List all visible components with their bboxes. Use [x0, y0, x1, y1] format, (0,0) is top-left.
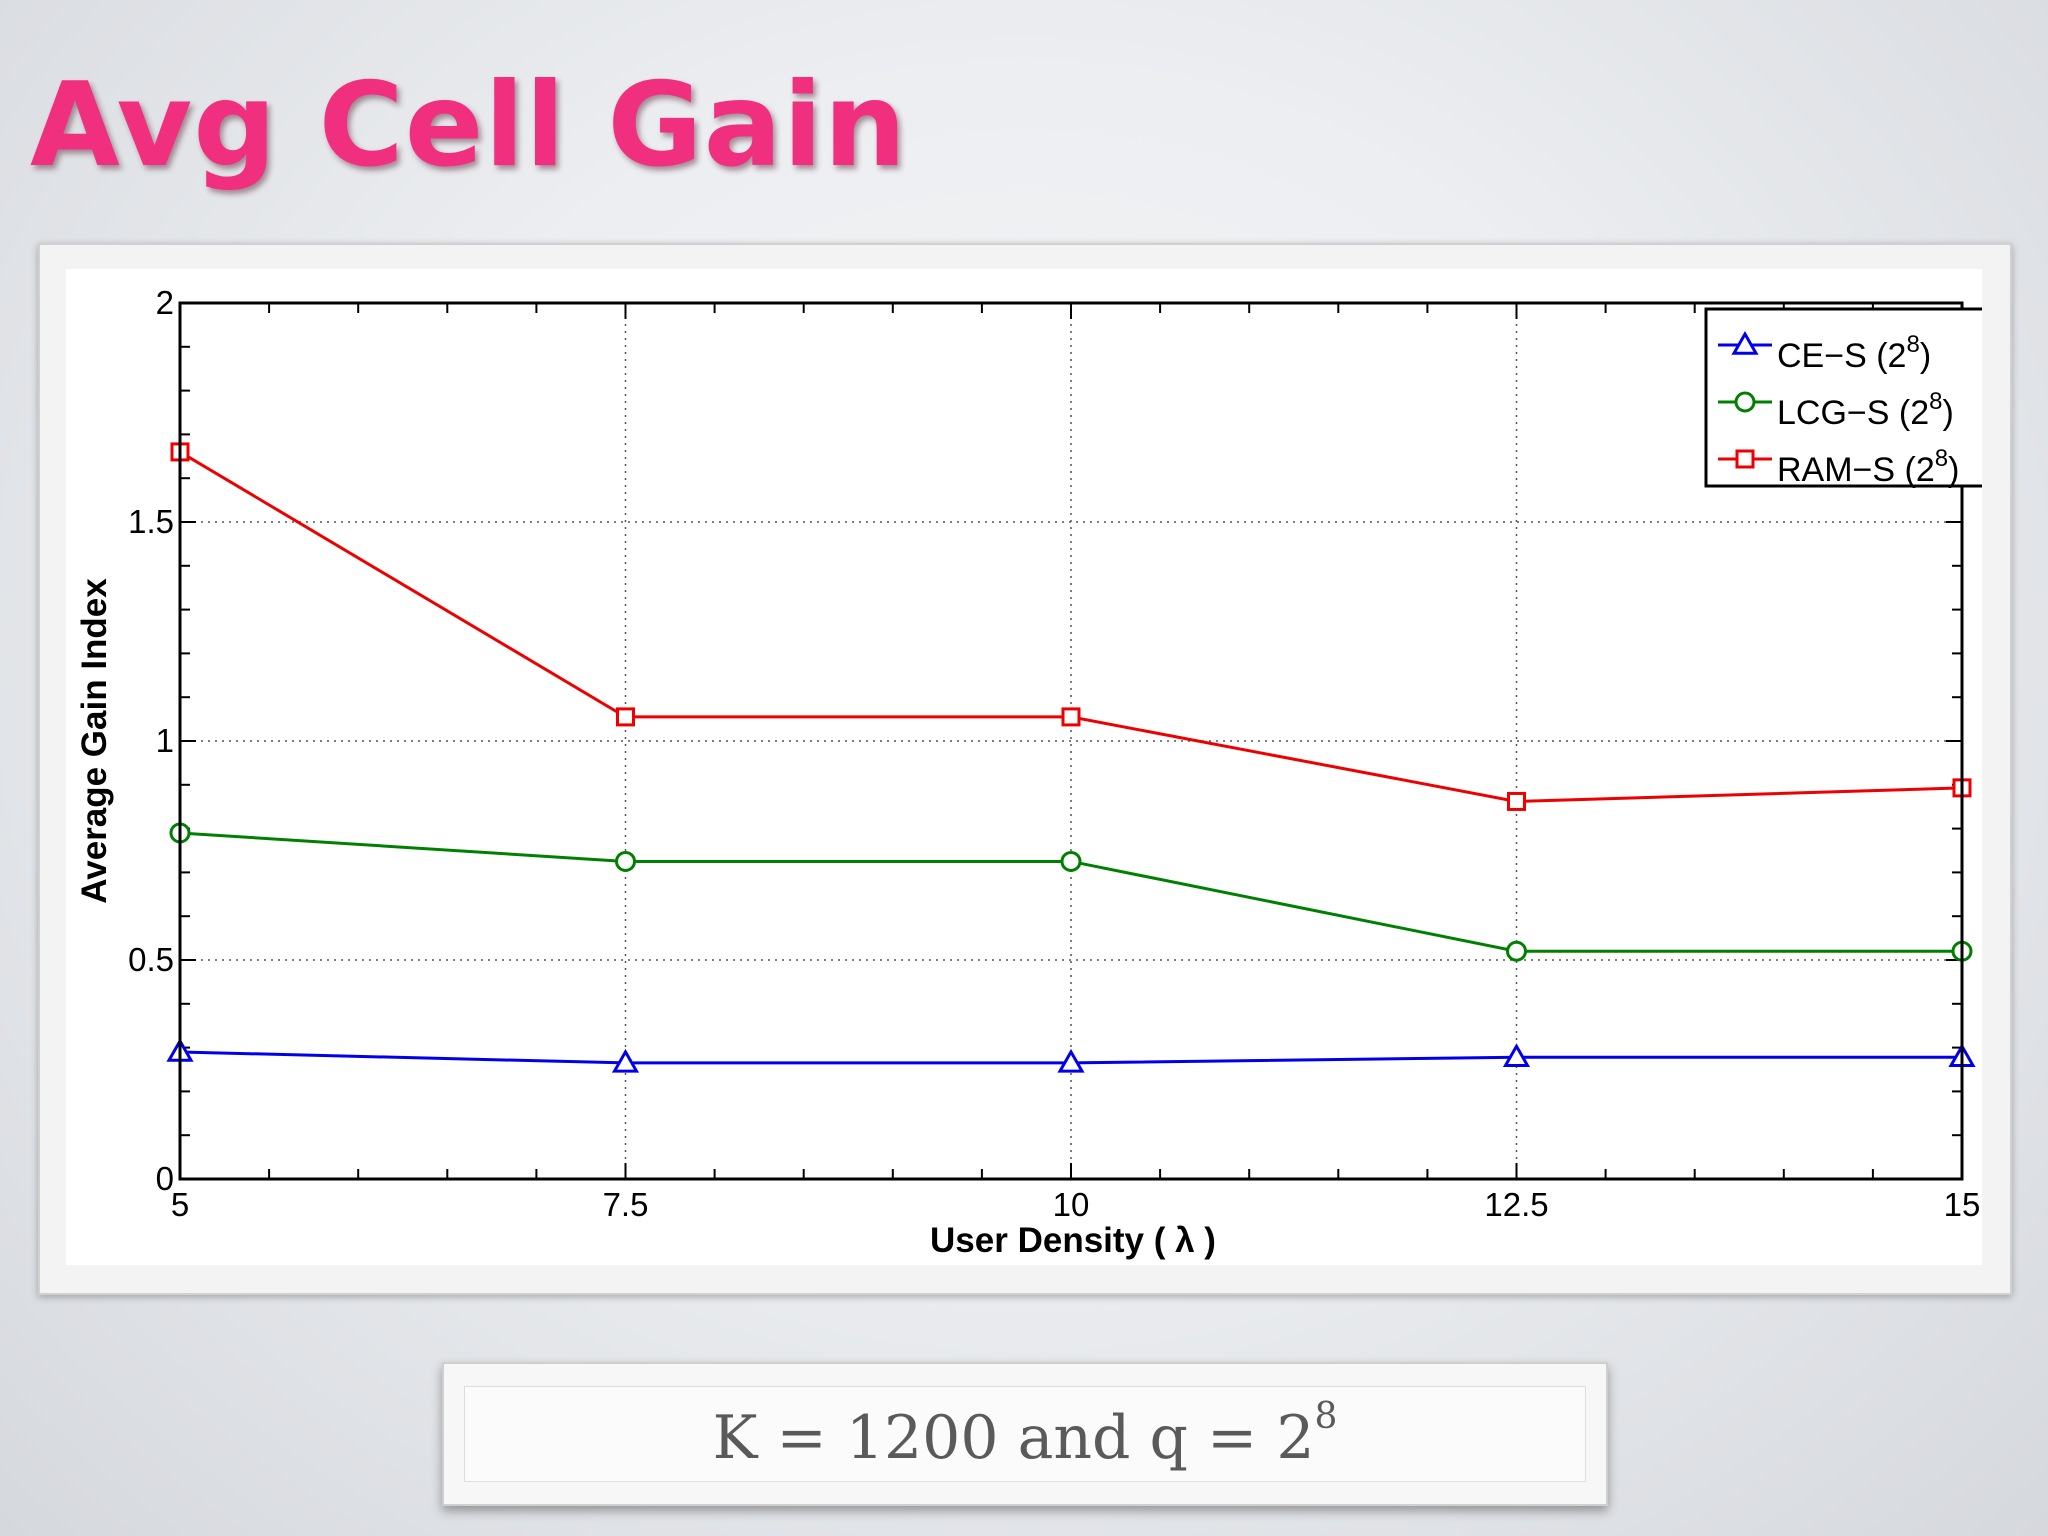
data-point [611, 1048, 640, 1073]
x-tick-label: 7.5 [603, 1186, 649, 1223]
caption-card: K = 1200 and q = 28 [442, 1362, 1608, 1506]
x-tick-label: 5 [171, 1186, 189, 1223]
chart-panel: 5 7.5 10 12.5 15 0 0.5 1 1.5 2 User Density ( λ )… [66, 269, 1982, 1265]
data-point [616, 707, 635, 727]
legend-label: CE−S (28) [1777, 331, 1931, 375]
series-square [170, 442, 1972, 811]
legend: CE−S (28) LCG−S (28) RAM−S (28) [1704, 307, 1982, 489]
line-chart: 5 7.5 10 12.5 15 0 0.5 1 1.5 2 User Density ( λ )… [75, 284, 1982, 1260]
data-point [1506, 940, 1527, 962]
legend-label: LCG−S (28) [1777, 388, 1954, 432]
legend-item: CE−S (28) [1718, 330, 1931, 375]
data-point [1061, 707, 1081, 727]
chart-card: 5 7.5 10 12.5 15 0 0.5 1 1.5 2 User Density ( λ )… [38, 243, 2012, 1295]
x-tick-label: 12.5 [1484, 1186, 1548, 1223]
legend-marker [1734, 391, 1756, 413]
y-tick-label: 2 [156, 284, 174, 321]
y-tick-label: 1 [156, 722, 174, 759]
x-axis-label: User Density ( λ ) [930, 1221, 1216, 1260]
y-tick-label: 0 [156, 1160, 174, 1197]
series-layer [166, 442, 1976, 1073]
slide-title: Avg Cell Gain [30, 58, 908, 193]
data-point [1507, 791, 1526, 811]
y-axis-label: Average Gain Index [75, 578, 114, 904]
data-point [1060, 850, 1082, 872]
caption-exponent: 8 [1314, 1395, 1338, 1437]
legend-item: LCG−S (28) [1718, 388, 1954, 432]
grid [180, 303, 1962, 1179]
legend-marker [1735, 449, 1755, 469]
tick-labels: 5 7.5 10 12.5 15 0 0.5 1 1.5 2 [128, 284, 1980, 1223]
caption-prefix: K = 1200 and q = 2 [712, 1402, 1315, 1473]
legend-label: RAM−S (28) [1777, 445, 1959, 489]
legend-marker [1731, 330, 1759, 355]
y-tick-label: 0.5 [128, 941, 174, 978]
data-point [615, 850, 636, 872]
legend-item: RAM−S (28) [1718, 445, 1959, 489]
x-tick-label: 10 [1053, 1186, 1090, 1223]
y-tick-label: 1.5 [128, 503, 174, 540]
data-point [1502, 1043, 1531, 1067]
plot-frame [178, 301, 1964, 1181]
data-point [1057, 1048, 1085, 1073]
x-tick-label: 15 [1944, 1186, 1981, 1223]
series-triangle [166, 1037, 1976, 1073]
caption-text: K = 1200 and q = 28 [713, 1396, 1338, 1473]
caption-box: K = 1200 and q = 28 [464, 1386, 1586, 1482]
